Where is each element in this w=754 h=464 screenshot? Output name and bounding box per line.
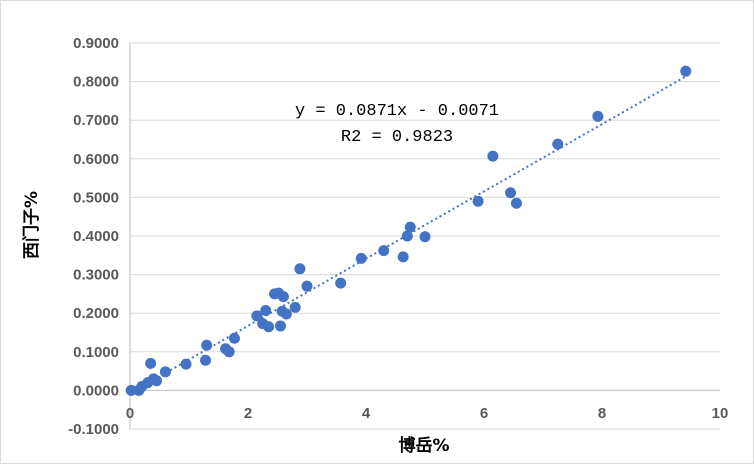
- data-point: [145, 357, 157, 369]
- data-point: [472, 195, 484, 207]
- y-tick-label: 0.6000: [73, 151, 119, 168]
- y-tick-label: 0.9000: [73, 35, 119, 52]
- data-point: [592, 110, 604, 122]
- data-point: [335, 277, 347, 289]
- y-axis-title: 西门子%: [21, 191, 42, 259]
- data-point: [125, 384, 137, 396]
- data-point: [487, 150, 499, 162]
- r-squared-label: R2 = 0.9823: [341, 128, 453, 147]
- trendline-equation: y = 0.0871x - 0.0071: [295, 102, 499, 121]
- data-point: [552, 138, 564, 150]
- data-point: [419, 231, 431, 243]
- data-point: [277, 291, 289, 303]
- y-tick-label: 0.8000: [73, 74, 119, 91]
- y-tick-label: -0.1000: [68, 421, 119, 438]
- y-tick-label: 0.7000: [73, 112, 119, 129]
- data-point: [680, 65, 692, 77]
- x-tick-label: 6: [480, 405, 488, 422]
- x-tick-labels: 0 2 4 6 8 10: [126, 405, 729, 422]
- y-tick-labels: -0.1000 0.0000 0.1000 0.2000 0.3000 0.4000 0.5…: [68, 35, 119, 438]
- x-tick-label: 8: [598, 405, 606, 422]
- y-tick-label: 0.5000: [73, 189, 119, 206]
- y-tick-label: 0.4000: [73, 228, 119, 245]
- data-point: [263, 321, 275, 333]
- y-tick-label: 0.3000: [73, 267, 119, 284]
- data-point: [505, 187, 517, 199]
- data-point: [159, 366, 171, 378]
- data-point: [200, 354, 212, 366]
- data-point: [201, 339, 213, 351]
- x-tick-label: 4: [362, 405, 371, 422]
- x-tick-label: 2: [244, 405, 252, 422]
- data-point: [401, 230, 413, 242]
- x-tick-label: 0: [126, 405, 134, 422]
- x-axis-title: 博岳%: [398, 435, 449, 456]
- x-tick-label: 10: [712, 405, 729, 422]
- x-axis: [129, 43, 720, 429]
- data-point: [260, 304, 272, 316]
- y-tick-label: 0.1000: [73, 344, 119, 361]
- trendline: [130, 75, 687, 394]
- data-point: [510, 197, 522, 209]
- data-point: [251, 310, 263, 322]
- data-point: [397, 251, 409, 263]
- data-point: [228, 332, 240, 344]
- data-point: [151, 375, 163, 387]
- data-point: [180, 358, 192, 370]
- data-point: [289, 301, 301, 313]
- y-tick-label: 0.2000: [73, 305, 119, 322]
- data-point: [294, 263, 306, 275]
- data-points: [125, 65, 692, 396]
- data-point: [274, 320, 286, 332]
- data-point: [223, 346, 235, 358]
- data-point: [378, 245, 390, 257]
- data-point: [404, 221, 416, 233]
- data-point: [355, 252, 367, 264]
- data-point: [301, 280, 313, 292]
- y-tick-label: 0.0000: [73, 382, 119, 399]
- data-point: [280, 308, 292, 320]
